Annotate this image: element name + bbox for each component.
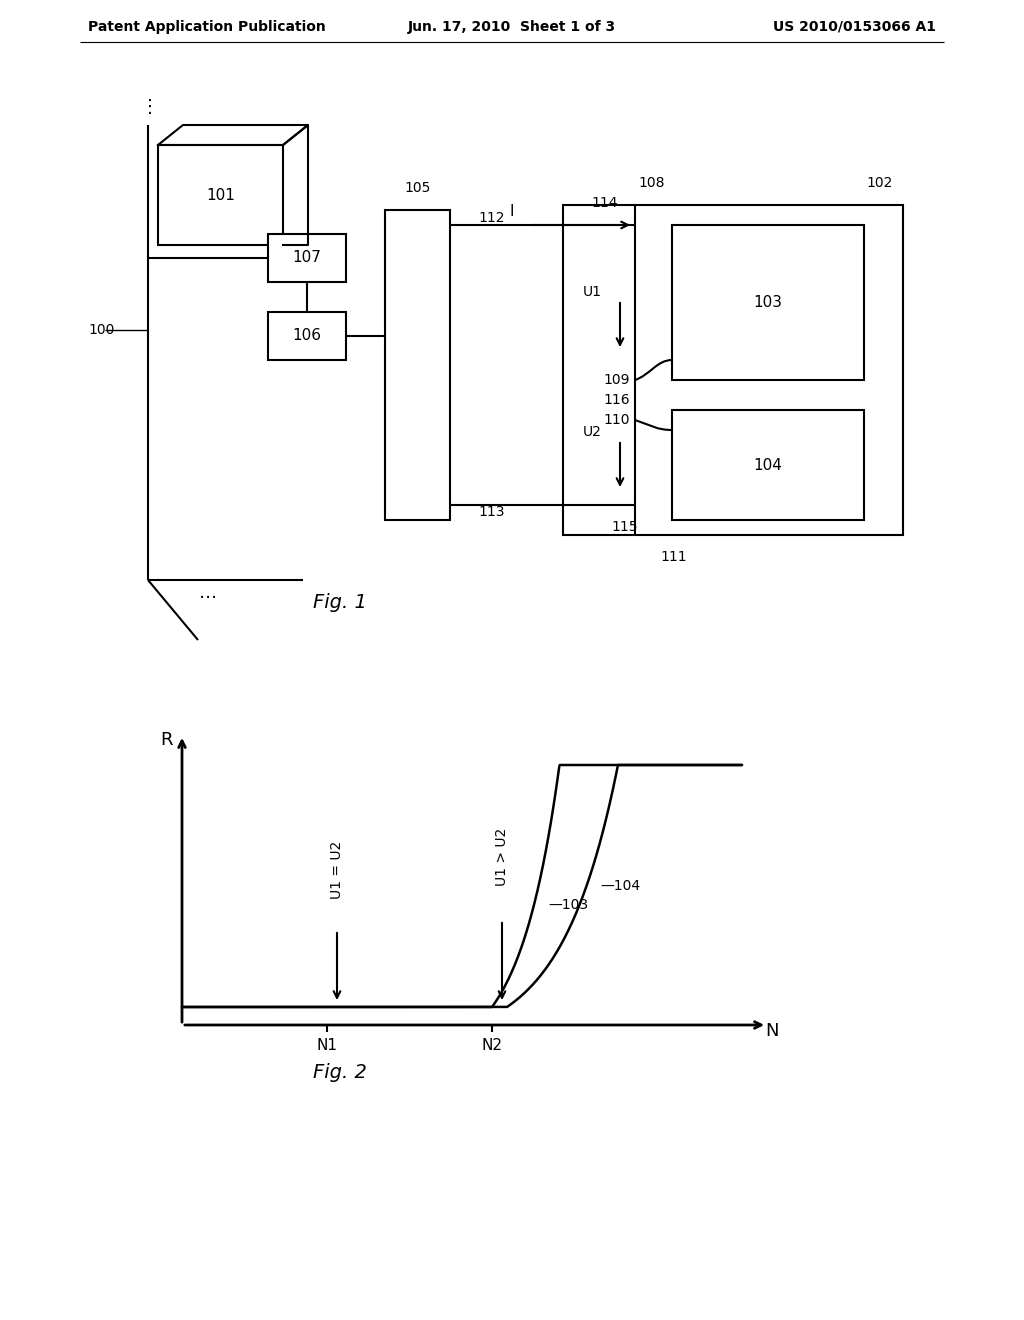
Text: 114: 114 <box>592 195 618 210</box>
Text: —103: —103 <box>548 898 588 912</box>
Bar <box>563 205 903 535</box>
Text: 102: 102 <box>866 176 893 190</box>
Bar <box>268 312 346 360</box>
Text: 109: 109 <box>603 374 630 387</box>
Text: 101: 101 <box>206 187 234 202</box>
Bar <box>158 145 283 246</box>
Text: 110: 110 <box>603 413 630 426</box>
Text: 113: 113 <box>478 506 505 519</box>
Text: 112: 112 <box>478 211 505 224</box>
Bar <box>268 234 346 282</box>
Text: 115: 115 <box>611 520 638 535</box>
Text: Patent Application Publication: Patent Application Publication <box>88 20 326 34</box>
Text: 107: 107 <box>293 251 322 265</box>
Text: 116: 116 <box>603 393 630 407</box>
Text: Fig. 2: Fig. 2 <box>313 1063 367 1081</box>
Text: N2: N2 <box>481 1038 503 1052</box>
Text: U1 = U2: U1 = U2 <box>330 841 344 899</box>
Bar <box>385 210 450 520</box>
Text: U2: U2 <box>583 425 602 440</box>
Text: 108: 108 <box>638 176 665 190</box>
Text: 103: 103 <box>754 294 782 310</box>
Text: R: R <box>160 731 172 748</box>
Text: N: N <box>765 1022 778 1040</box>
Text: US 2010/0153066 A1: US 2010/0153066 A1 <box>773 20 936 34</box>
Text: Fig. 1: Fig. 1 <box>313 593 367 611</box>
Text: ⋮: ⋮ <box>141 98 159 116</box>
Text: …: … <box>199 583 217 602</box>
Text: Jun. 17, 2010  Sheet 1 of 3: Jun. 17, 2010 Sheet 1 of 3 <box>408 20 616 34</box>
Text: 105: 105 <box>404 181 431 195</box>
Text: 100: 100 <box>88 323 115 337</box>
Bar <box>672 224 864 380</box>
Text: 104: 104 <box>754 458 782 473</box>
Text: —104: —104 <box>600 879 640 894</box>
Text: 111: 111 <box>660 550 687 564</box>
Bar <box>672 411 864 520</box>
Text: I: I <box>510 203 514 219</box>
Text: U1: U1 <box>583 285 602 300</box>
Text: U1 > U2: U1 > U2 <box>495 828 509 886</box>
Text: N1: N1 <box>316 1038 338 1052</box>
Text: 106: 106 <box>293 329 322 343</box>
